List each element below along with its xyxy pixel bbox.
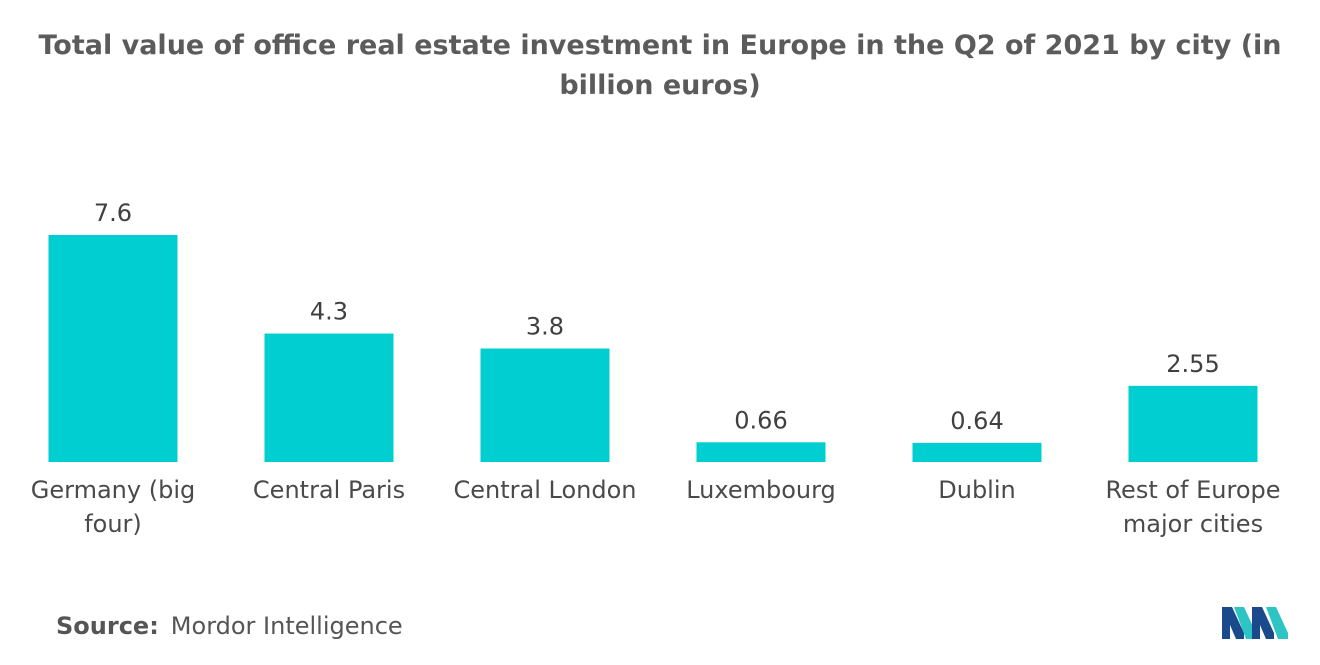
bar-3 xyxy=(696,442,826,462)
source-note: Source: Mordor Intelligence xyxy=(56,612,403,640)
mordor-intelligence-logo-icon xyxy=(1222,607,1288,639)
category-label-1: Central Paris xyxy=(253,476,405,504)
category-label-3: Luxembourg xyxy=(686,476,836,504)
chart-title: Total value of office real estate invest… xyxy=(38,30,1282,101)
value-label-2: 3.8 xyxy=(526,313,564,341)
value-label-5: 2.55 xyxy=(1166,350,1219,378)
value-label-0: 7.6 xyxy=(94,199,132,227)
category-label-2: Central London xyxy=(454,476,637,504)
bar-2 xyxy=(480,348,610,462)
bar-4 xyxy=(912,442,1042,462)
category-label-4: Dublin xyxy=(938,476,1015,504)
source-text: Mordor Intelligence xyxy=(170,612,403,640)
value-label-1: 4.3 xyxy=(310,298,348,326)
bar-5 xyxy=(1128,385,1258,462)
category-label-5: Rest of Europe major cities xyxy=(1105,476,1280,538)
bar-1 xyxy=(264,333,394,462)
source-label: Source: xyxy=(56,612,159,640)
category-label-0: Germany (big four) xyxy=(31,476,195,538)
value-label-4: 0.64 xyxy=(950,407,1003,435)
value-label-3: 0.66 xyxy=(734,406,787,434)
bar-0 xyxy=(48,235,178,462)
bar-chart: 7.6 Germany (big four) 4.3 Central Paris 3.8 C… xyxy=(31,199,1281,538)
